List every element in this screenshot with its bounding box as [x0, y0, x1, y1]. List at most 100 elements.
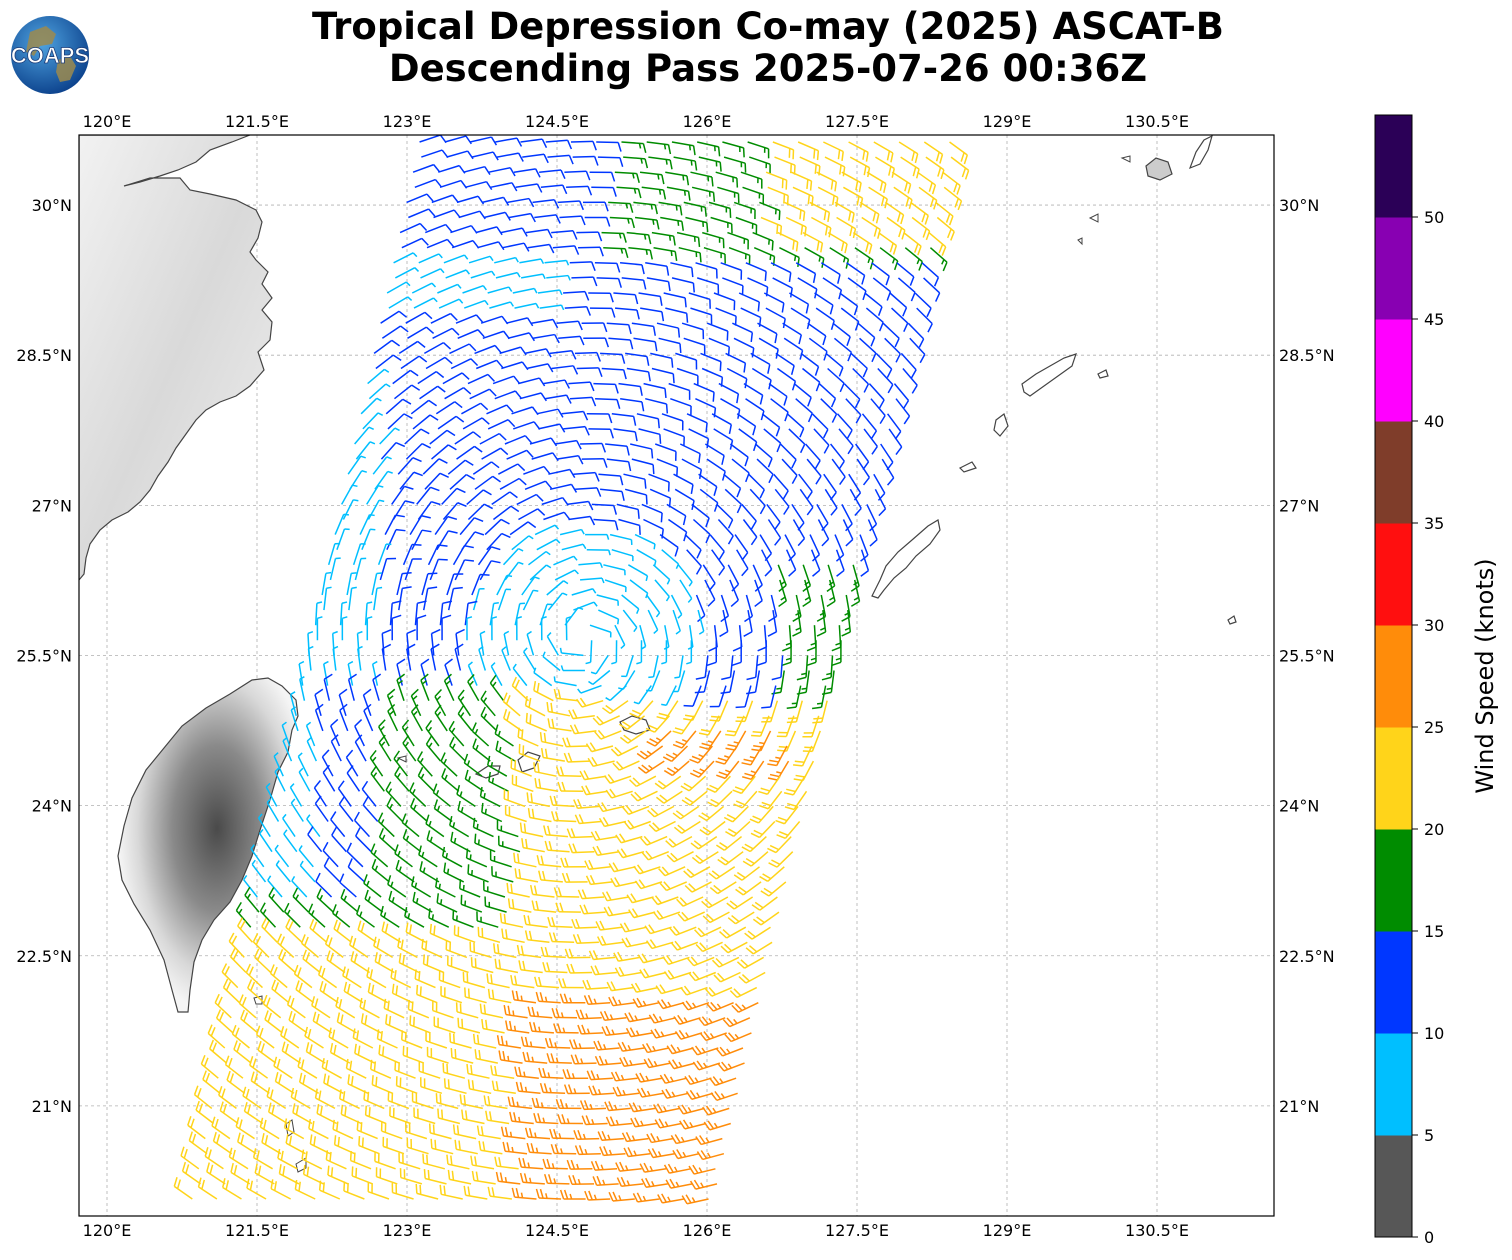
wind-barb: [262, 994, 282, 1019]
wind-barb: [563, 1084, 590, 1095]
wind-barb: [376, 1029, 398, 1049]
wind-barb: [758, 775, 781, 795]
wind-barb: [243, 874, 258, 898]
wind-barb: [616, 503, 640, 519]
wind-barb: [297, 752, 309, 777]
wind-barb: [524, 930, 550, 944]
lon-tick-label-bottom: 121.5°E: [225, 1221, 289, 1240]
wind-barb: [332, 1119, 354, 1140]
wind-barb: [577, 1024, 604, 1035]
wind-barb: [486, 532, 511, 551]
wind-barb: [438, 298, 464, 309]
wind-barb: [261, 917, 278, 943]
wind-barb: [366, 616, 373, 641]
wind-barb: [626, 367, 651, 382]
wind-barb: [687, 956, 715, 967]
wind-barb: [824, 488, 838, 516]
wind-barb: [543, 825, 568, 838]
wind-barb: [474, 344, 502, 355]
wind-barb: [698, 1016, 726, 1027]
wind-barb: [454, 559, 475, 581]
colorbar-bin: [1375, 829, 1412, 932]
wind-barb: [342, 499, 359, 520]
wind-barb: [384, 514, 405, 535]
wind-barb: [750, 352, 771, 374]
wind-barb: [699, 730, 722, 750]
wind-barb: [488, 167, 516, 177]
wind-barb: [585, 533, 610, 540]
wind-barb: [692, 518, 711, 544]
wind-barb: [698, 715, 720, 736]
wind-barb: [475, 359, 504, 370]
wind-barb: [446, 573, 464, 596]
wind-barb: [402, 829, 422, 853]
wind-barb: [411, 282, 437, 294]
wind-barb: [466, 616, 473, 641]
wind-barb: [508, 212, 536, 223]
wind-barb: [572, 934, 599, 945]
wind-barb: [560, 857, 586, 868]
wind-barb: [514, 302, 540, 309]
wind-barb: [723, 473, 742, 498]
wind-barb: [469, 136, 498, 146]
wind-barb: [580, 577, 605, 584]
wind-barb: [816, 171, 838, 192]
wind-barb: [685, 1089, 714, 1101]
wind-barb: [706, 775, 731, 793]
wind-barb: [430, 628, 441, 656]
wind-barb: [289, 783, 303, 807]
wind-barb: [589, 307, 616, 318]
wind-barb: [569, 396, 597, 407]
wind-barb: [582, 201, 609, 212]
wind-barb: [259, 902, 277, 928]
wind-barb: [489, 850, 512, 868]
wind-barb: [289, 691, 297, 716]
wind-barb: [698, 473, 718, 496]
wind-barb: [574, 351, 601, 362]
wind-barb: [401, 237, 429, 249]
wind-barb: [346, 765, 361, 792]
wind-barb: [672, 715, 695, 735]
wind-barb: [652, 564, 671, 585]
wind-barb: [668, 382, 691, 400]
wind-barb: [387, 413, 413, 430]
wind-barb: [377, 812, 395, 838]
wind-barb: [680, 775, 707, 792]
wind-barb: [269, 964, 288, 989]
wind-barb: [422, 586, 438, 611]
wind-barb: [706, 458, 726, 481]
wind-barb: [539, 304, 565, 311]
wind-barb: [647, 1148, 675, 1159]
wind-barb: [802, 231, 824, 253]
wind-barb: [351, 1166, 373, 1185]
wind-barb: [441, 487, 466, 505]
wind-barb: [670, 594, 683, 619]
wind-barb: [625, 352, 650, 366]
wind-barb: [464, 299, 489, 309]
wind-barb: [679, 579, 693, 603]
wind-barb: [356, 1120, 378, 1140]
wind-barb: [421, 572, 438, 596]
wind-barb: [691, 503, 710, 528]
wind-barb: [307, 826, 323, 853]
wind-barb: [571, 588, 597, 596]
wind-barb: [618, 382, 643, 396]
wind-barb: [479, 630, 486, 656]
wind-barb: [445, 269, 470, 279]
wind-barb: [639, 1162, 667, 1173]
wind-barb: [546, 701, 571, 717]
wind-barb: [621, 937, 649, 948]
wind-barb: [792, 519, 806, 547]
wind-barb: [380, 905, 400, 928]
wind-barb: [663, 1163, 691, 1174]
wind-barb: [517, 377, 546, 387]
wind-barb: [534, 214, 561, 224]
wind-barb: [292, 887, 310, 913]
wind-barb: [455, 314, 484, 324]
wind-barb: [324, 934, 344, 958]
wind-barb: [240, 1009, 259, 1034]
wind-barb: [601, 700, 629, 715]
wind-barb: [547, 916, 573, 928]
wind-barb: [772, 141, 795, 160]
wind-barb: [443, 254, 469, 264]
